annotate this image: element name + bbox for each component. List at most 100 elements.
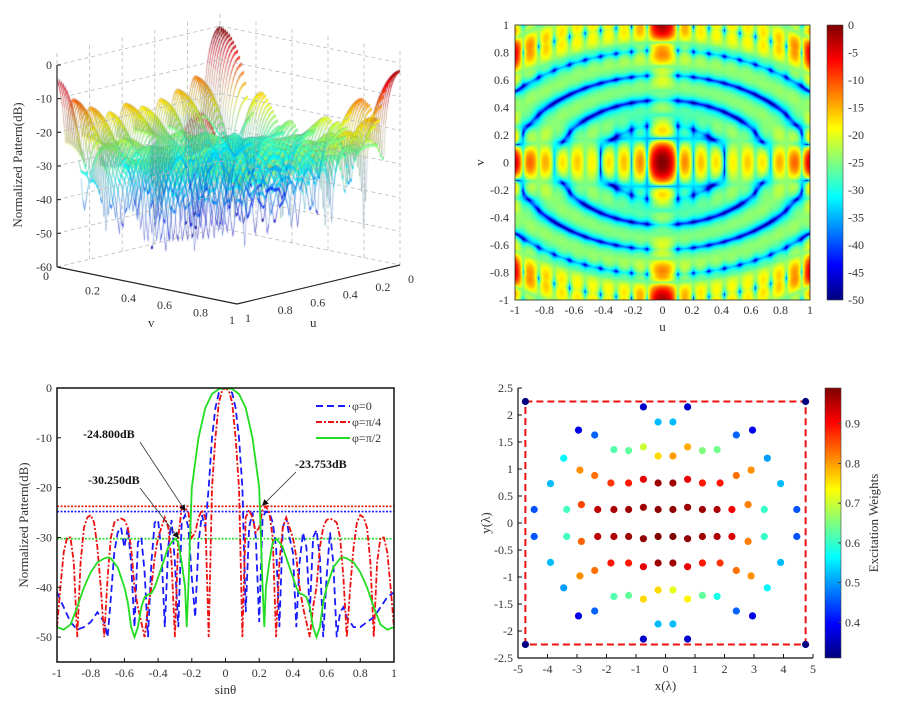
y-axis-label: Normalized Pattern(dB) (16, 462, 31, 587)
scatter-y-label: y(λ) (478, 512, 493, 533)
scatter-y-tick-label: 2 (507, 408, 513, 422)
array-element-point (744, 501, 752, 509)
x-tick-label: -0.8 (81, 666, 100, 680)
array-element-point (654, 418, 662, 426)
pattern-cuts-chart: -1 -0.8 -0.6 -0.4 -0.2 0 0.2 0.4 0.6 0.8 1 0 -10 -20 -… (16, 381, 397, 697)
array-element-point (530, 532, 538, 541)
annotation-arrow (139, 441, 186, 512)
heatmap-y-tick-label: 0.4 (494, 101, 509, 115)
heatmap-x-tick-label: 0.6 (744, 303, 759, 317)
annotation-label: -24.800dB (83, 427, 135, 441)
heatmap-y-tick-label: 0.6 (494, 73, 509, 87)
array-element-point (610, 446, 618, 454)
weights-colorbar-tick-label: 0.9 (845, 417, 860, 431)
series-line-1 (57, 388, 394, 638)
array-element-point (669, 586, 677, 594)
y-tick-label: 0 (46, 381, 52, 395)
x-tick-label: -0.4 (149, 666, 168, 680)
pattern-cuts-panel: -1 -0.8 -0.6 -0.4 -0.2 0 0.2 0.4 0.6 0.8 1 0 -10 -20 -… (0, 370, 450, 700)
scatter-x-tick-label: -4 (543, 662, 553, 676)
u-axis (236, 264, 401, 305)
scatter-y-tick-label: 1.5 (498, 435, 513, 449)
heatmap-colorbar-tick-label: -40 (848, 238, 864, 252)
weights-colorbar-tick-label: 0.7 (845, 496, 860, 510)
annotation-label: -23.753dB (295, 457, 347, 471)
array-element-point (728, 532, 736, 541)
x-tick-label: 0.2 (252, 666, 267, 680)
array-element-point (560, 584, 568, 592)
heatmap-axes: -1 -0.8 -0.6 -0.4 -0.2 0 0.2 0.4 0.6 0.8 1 1 0.8 0.6 0… (472, 18, 864, 334)
array-element-point (744, 537, 752, 545)
y-tick-label: -40 (36, 580, 52, 594)
array-element-point (747, 466, 755, 474)
scatter-x-tick-label: 1 (692, 662, 698, 676)
array-element-point (607, 559, 615, 567)
u-tick-label: 0.2 (375, 280, 390, 294)
array-element-point (777, 480, 785, 488)
array-layout-chart: -5 -4 -3 -2 -1 0 1 2 3 4 5 2.5 2 1.5 1 0.5 0 -0.5 -1 -1.5 -2… (478, 381, 881, 693)
scatter-y-tick-label: -2.5 (494, 651, 513, 665)
legend-label: φ=π/4 (352, 415, 381, 429)
array-element-point (669, 505, 677, 514)
array-element-point (732, 431, 740, 439)
heatmap-y-tick-label: 0.2 (494, 128, 509, 142)
array-element-point (669, 452, 677, 460)
surface-3d-panel: 0 -10 -20 -30 -40 -50 -60 0 0.2 0.4 0.6 0.8 1 0 0.2 0.4… (0, 0, 450, 340)
heatmap-panel: -1 -0.8 -0.6 -0.4 -0.2 0 0.2 0.4 0.6 0.8 1 1 0.8 0.6 0… (450, 0, 900, 340)
array-element-point (654, 532, 662, 541)
annotation-arrow (262, 471, 297, 506)
aperture-boundary (524, 400, 807, 646)
array-element-point (669, 479, 677, 487)
weights-colorbar-tick-label: 0.8 (845, 456, 860, 470)
x-tick-label: -0.2 (182, 666, 201, 680)
array-element-point (563, 505, 571, 514)
array-element-point (574, 612, 583, 620)
array-element-point (639, 475, 647, 483)
weights-colorbar-tick-label: 0.5 (845, 576, 860, 590)
heatmap-colorbar-frame (826, 24, 844, 301)
y-tick-label: -30 (36, 530, 52, 544)
z-tick-label: -20 (36, 125, 52, 139)
array-element-point (521, 640, 529, 649)
array-element-point (625, 591, 633, 599)
scatter-x-tick-label: 0 (663, 662, 669, 676)
array-element-point (563, 532, 571, 541)
array-element-point (732, 607, 740, 615)
heatmap-x-tick-label: 0.2 (685, 303, 700, 317)
heatmap-y-tick-label: -0.4 (490, 211, 509, 225)
array-element-point (574, 426, 583, 434)
scatter-x-tick-label: 2 (722, 662, 728, 676)
x-tick-label: 1 (391, 666, 397, 680)
array-element-point (625, 447, 633, 455)
x-tick-label: -1 (52, 666, 62, 680)
scatter-y-tick-label: 0 (507, 516, 513, 530)
array-element-point (594, 505, 602, 514)
u-tick-label: 1 (245, 311, 251, 325)
x-tick-label: 0 (223, 666, 229, 680)
surface-axes-lines (56, 65, 401, 305)
series-line-2 (57, 388, 394, 640)
scatter-y-tick-label: -0.5 (494, 543, 513, 557)
v-tick-label: 1 (229, 313, 235, 327)
annotation-label: -30.250dB (88, 473, 140, 487)
array-element-point (669, 559, 677, 567)
array-element-point (669, 532, 677, 541)
heatmap-colorbar-tick-label: -35 (848, 211, 864, 225)
scatter-y-tick-label: -1.5 (494, 597, 513, 611)
scatter-x-tick-label: 4 (781, 662, 787, 676)
y-tick-label: -20 (36, 481, 52, 495)
heatmap-x-tick-label: -0.8 (535, 303, 554, 317)
heatmap-canvas (515, 25, 810, 300)
array-element-point (713, 592, 721, 600)
heatmap-x-tick-label: 1 (807, 303, 813, 317)
array-element-point (698, 532, 706, 541)
array-element-point (669, 620, 677, 628)
surface-grid (56, 11, 401, 268)
heatmap-y-label: v (472, 159, 487, 166)
surface-3d-axes: 0-10-20-30-40-50-6000.20.40.60.8100.20.4… (10, 11, 414, 330)
heatmap-x-tick-label: 0.4 (714, 303, 729, 317)
v-tick-label: 0.2 (85, 283, 100, 297)
scatter-y-tick-label: -1 (503, 570, 513, 584)
array-element-point (576, 572, 584, 580)
x-tick-label: 0.6 (319, 666, 334, 680)
